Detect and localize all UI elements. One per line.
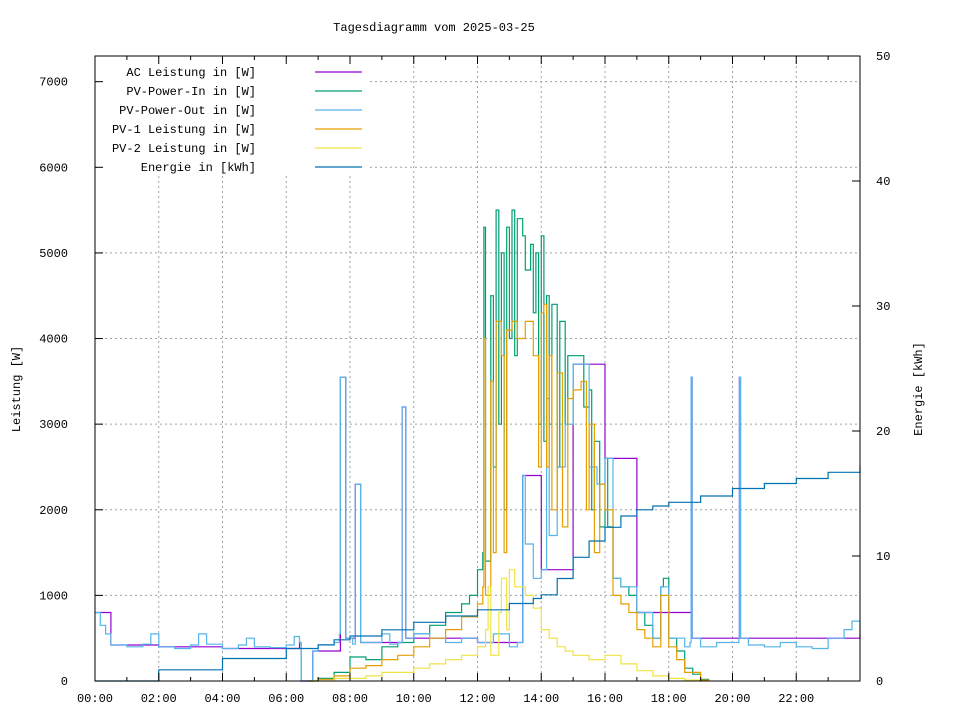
legend-background	[97, 58, 367, 176]
series-line-5	[307, 569, 702, 682]
y2-tick-label: 50	[876, 50, 890, 64]
x-tick-label: 02:00	[141, 692, 177, 706]
y2-tick-label: 40	[876, 175, 890, 189]
x-tick-label: 16:00	[587, 692, 623, 706]
x-tick-label: 18:00	[651, 692, 687, 706]
legend-label: PV-Power-Out in [W]	[119, 104, 256, 118]
x-tick-label: 10:00	[396, 692, 432, 706]
y-tick-label: 0	[61, 675, 68, 689]
y-tick-label: 3000	[39, 418, 68, 432]
series-group	[95, 209, 861, 682]
y2-tick-label: 20	[876, 425, 890, 439]
y-tick-label: 4000	[39, 333, 68, 347]
y-tick-label: 1000	[39, 589, 68, 603]
legend: AC Leistung in [W] PV-Power-In in [W] PV-P…	[97, 58, 367, 176]
y-axis-label: Leistung [W]	[10, 346, 24, 432]
x-tick-label: 06:00	[268, 692, 304, 706]
y2-tick-label: 0	[876, 675, 883, 689]
y2-axis-label: Energie [kWh]	[912, 342, 926, 436]
y2-tick-label: 10	[876, 550, 890, 564]
y2-tick-label: 30	[876, 300, 890, 314]
legend-label: PV-Power-In in [W]	[126, 85, 256, 99]
series-line-4	[307, 303, 710, 682]
y-tick-label: 7000	[39, 76, 68, 90]
x-tick-label: 14:00	[523, 692, 559, 706]
legend-label: AC Leistung in [W]	[126, 66, 256, 80]
series-line-6	[95, 466, 861, 682]
x-tick-label: 04:00	[204, 692, 240, 706]
x-tick-label: 12:00	[459, 692, 495, 706]
y-tick-label: 5000	[39, 247, 68, 261]
y-tick-label: 6000	[39, 161, 68, 175]
legend-label: PV-1 Leistung in [W]	[112, 123, 256, 137]
chart-title: Tagesdiagramm vom 2025-03-25	[333, 21, 535, 35]
x-tick-label: 08:00	[332, 692, 368, 706]
x-tick-label: 00:00	[77, 692, 113, 706]
x-tick-label: 20:00	[714, 692, 750, 706]
legend-label: PV-2 Leistung in [W]	[112, 142, 256, 156]
legend-label: Energie in [kWh]	[141, 161, 256, 175]
axis-ticks: 0 1000 2000 3000 4000 5000 6000 7000 0 10 20 30 40 50…	[39, 50, 890, 706]
x-tick-label: 22:00	[778, 692, 814, 706]
series-line-3	[95, 363, 861, 682]
y-tick-label: 2000	[39, 504, 68, 518]
